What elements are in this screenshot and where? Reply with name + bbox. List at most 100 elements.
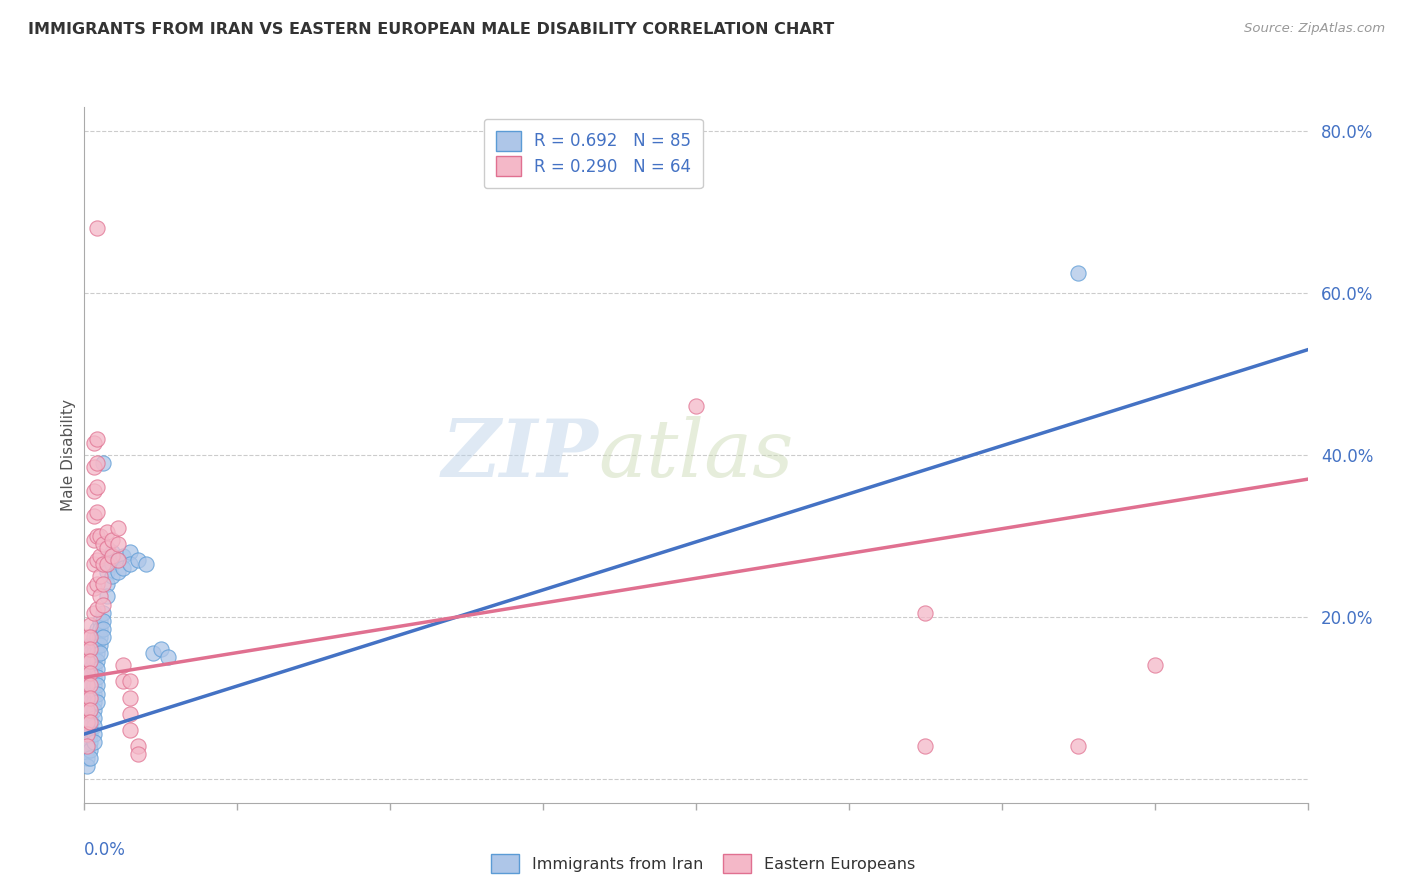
Point <box>83 582 105 596</box>
Point <box>83 662 105 676</box>
Point <box>89 622 111 636</box>
Point <box>76 703 98 717</box>
Text: Source: ZipAtlas.com: Source: ZipAtlas.com <box>1244 22 1385 36</box>
Point <box>79 714 101 729</box>
Point <box>127 739 149 754</box>
Point <box>79 690 101 705</box>
Point <box>86 601 108 615</box>
Point <box>91 537 114 551</box>
Point <box>76 654 98 668</box>
Point <box>101 569 124 583</box>
Point <box>76 727 98 741</box>
Point <box>83 508 105 523</box>
Point <box>79 743 101 757</box>
Point <box>76 687 98 701</box>
Point <box>76 743 98 757</box>
Point <box>76 711 98 725</box>
Point <box>101 533 124 547</box>
Point <box>1143 658 1166 673</box>
Point <box>101 549 124 563</box>
Point <box>142 646 165 660</box>
Point <box>107 537 129 551</box>
Point <box>111 561 134 575</box>
Point <box>79 654 101 668</box>
Point <box>91 557 114 571</box>
Point <box>79 670 101 684</box>
Point <box>76 714 98 729</box>
Point <box>86 662 108 676</box>
Point <box>76 735 98 749</box>
Point <box>120 674 142 689</box>
Point <box>79 751 101 765</box>
Point <box>76 703 98 717</box>
Point <box>76 751 98 765</box>
Point <box>86 504 108 518</box>
Point <box>149 642 172 657</box>
Point <box>79 711 101 725</box>
Point <box>83 435 105 450</box>
Point <box>86 695 108 709</box>
Point <box>86 480 108 494</box>
Point <box>76 759 98 773</box>
Point <box>83 606 105 620</box>
Point <box>96 524 118 539</box>
Point <box>107 521 129 535</box>
Point <box>96 553 118 567</box>
Point <box>86 678 108 692</box>
Point <box>83 654 105 668</box>
Point <box>79 630 101 644</box>
Point <box>83 695 105 709</box>
Point <box>89 646 111 660</box>
Point <box>83 687 105 701</box>
Point <box>89 549 111 563</box>
Point <box>101 545 124 559</box>
Point <box>86 654 108 668</box>
Point <box>83 557 105 571</box>
Point <box>83 460 105 475</box>
Point <box>79 646 101 660</box>
Point <box>120 706 142 721</box>
Point <box>91 614 114 628</box>
Point <box>107 553 129 567</box>
Point <box>120 545 142 559</box>
Point <box>86 432 108 446</box>
Point <box>79 638 101 652</box>
Point <box>83 484 105 499</box>
Point <box>79 662 101 676</box>
Point <box>86 221 108 235</box>
Point <box>83 638 105 652</box>
Point <box>135 557 157 571</box>
Point <box>91 622 114 636</box>
Point <box>91 606 114 620</box>
Text: ZIP: ZIP <box>441 417 598 493</box>
Point <box>79 687 101 701</box>
Point <box>1067 739 1090 754</box>
Point <box>76 690 98 705</box>
Point <box>76 678 98 692</box>
Point <box>76 646 98 660</box>
Point <box>76 662 98 676</box>
Point <box>83 646 105 660</box>
Point <box>76 630 98 644</box>
Point <box>96 557 118 571</box>
Point <box>79 666 101 681</box>
Point <box>86 529 108 543</box>
Point <box>96 577 118 591</box>
Point <box>91 598 114 612</box>
Point <box>89 614 111 628</box>
Point <box>96 590 118 604</box>
Point <box>76 642 98 657</box>
Point <box>89 569 111 583</box>
Point <box>86 646 108 660</box>
Point <box>96 566 118 580</box>
Point <box>79 727 101 741</box>
Point <box>79 678 101 692</box>
Point <box>79 678 101 692</box>
Point <box>79 735 101 749</box>
Legend: Immigrants from Iran, Eastern Europeans: Immigrants from Iran, Eastern Europeans <box>484 847 922 880</box>
Point <box>79 642 101 657</box>
Point <box>86 638 108 652</box>
Point <box>83 630 105 644</box>
Point <box>91 630 114 644</box>
Point <box>79 654 101 668</box>
